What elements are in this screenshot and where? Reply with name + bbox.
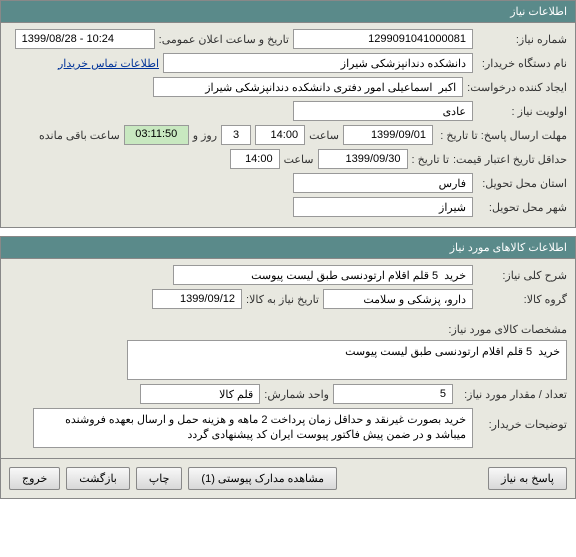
back-button[interactable]: بازگشت — [66, 467, 130, 490]
validity-date-field[interactable] — [318, 149, 408, 169]
need-number-field[interactable] — [293, 29, 473, 49]
min-validity-label: حداقل تاریخ اعتبار قیمت: — [453, 153, 567, 166]
unit-label: واحد شمارش: — [264, 388, 329, 401]
view-attachments-button[interactable]: مشاهده مدارک پیوستی (1) — [188, 467, 337, 490]
section2-body: شرح کلی نیاز: گروه کالا: تاریخ نیاز به ک… — [0, 259, 576, 459]
validity-time-field[interactable] — [230, 149, 280, 169]
section2-header: اطلاعات کالاهای مورد نیاز — [0, 236, 576, 259]
section1-body: شماره نیاز: تاریخ و ساعت اعلان عمومی: 13… — [0, 23, 576, 228]
need-to-date-field[interactable] — [152, 289, 242, 309]
goods-group-field[interactable] — [323, 289, 473, 309]
timer-label: ساعت باقی مانده — [39, 129, 120, 142]
requester-field[interactable] — [153, 77, 463, 97]
announce-date-field: 1399/08/28 - 10:24 — [15, 29, 155, 49]
unit-field[interactable] — [140, 384, 260, 404]
response-time-field[interactable] — [255, 125, 305, 145]
priority-field[interactable] — [293, 101, 473, 121]
announce-date-label: تاریخ و ساعت اعلان عمومی: — [159, 33, 289, 46]
need-summary-field[interactable] — [173, 265, 473, 285]
need-summary-label: شرح کلی نیاز: — [477, 269, 567, 282]
quantity-label: تعداد / مقدار مورد نیاز: — [457, 388, 567, 401]
need-number-label: شماره نیاز: — [477, 33, 567, 46]
delivery-city-label: شهر محل تحویل: — [477, 201, 567, 214]
till-date-label: تا تاریخ : — [412, 153, 449, 166]
goods-group-label: گروه کالا: — [477, 293, 567, 306]
buyer-org-label: نام دستگاه خریدار: — [477, 57, 567, 70]
time-label-2: ساعت — [284, 153, 314, 166]
timer-field: 03:11:50 — [124, 125, 189, 145]
priority-label: اولویت نیاز : — [477, 105, 567, 118]
buyer-org-field[interactable] — [163, 53, 473, 73]
delivery-province-field[interactable] — [293, 173, 473, 193]
requester-label: ایجاد کننده درخواست: — [467, 81, 567, 94]
buyer-notes-field[interactable] — [33, 408, 473, 448]
footer-bar: پاسخ به نیاز مشاهده مدارک پیوستی (1) چاپ… — [0, 459, 576, 499]
delivery-city-field[interactable] — [293, 197, 473, 217]
response-deadline-label: مهلت ارسال پاسخ: تا تاریخ : — [437, 129, 567, 142]
respond-button[interactable]: پاسخ به نیاز — [488, 467, 567, 490]
days-remaining-field — [221, 125, 251, 145]
exit-button[interactable]: خروج — [9, 467, 60, 490]
days-label: روز و — [193, 129, 217, 142]
goods-spec-field[interactable] — [127, 340, 567, 380]
time-label-1: ساعت — [309, 129, 339, 142]
buyer-notes-label: توضیحات خریدار: — [477, 408, 567, 431]
response-date-field[interactable] — [343, 125, 433, 145]
delivery-province-label: استان محل تحویل: — [477, 177, 567, 190]
section1-header: اطلاعات نیاز — [0, 0, 576, 23]
print-button[interactable]: چاپ — [136, 467, 183, 490]
quantity-field[interactable] — [333, 384, 453, 404]
contact-link[interactable]: اطلاعات تماس خریدار — [58, 57, 159, 70]
need-to-date-label: تاریخ نیاز به کالا: — [246, 293, 319, 306]
goods-spec-label: مشخصات کالای مورد نیاز: — [448, 313, 567, 336]
